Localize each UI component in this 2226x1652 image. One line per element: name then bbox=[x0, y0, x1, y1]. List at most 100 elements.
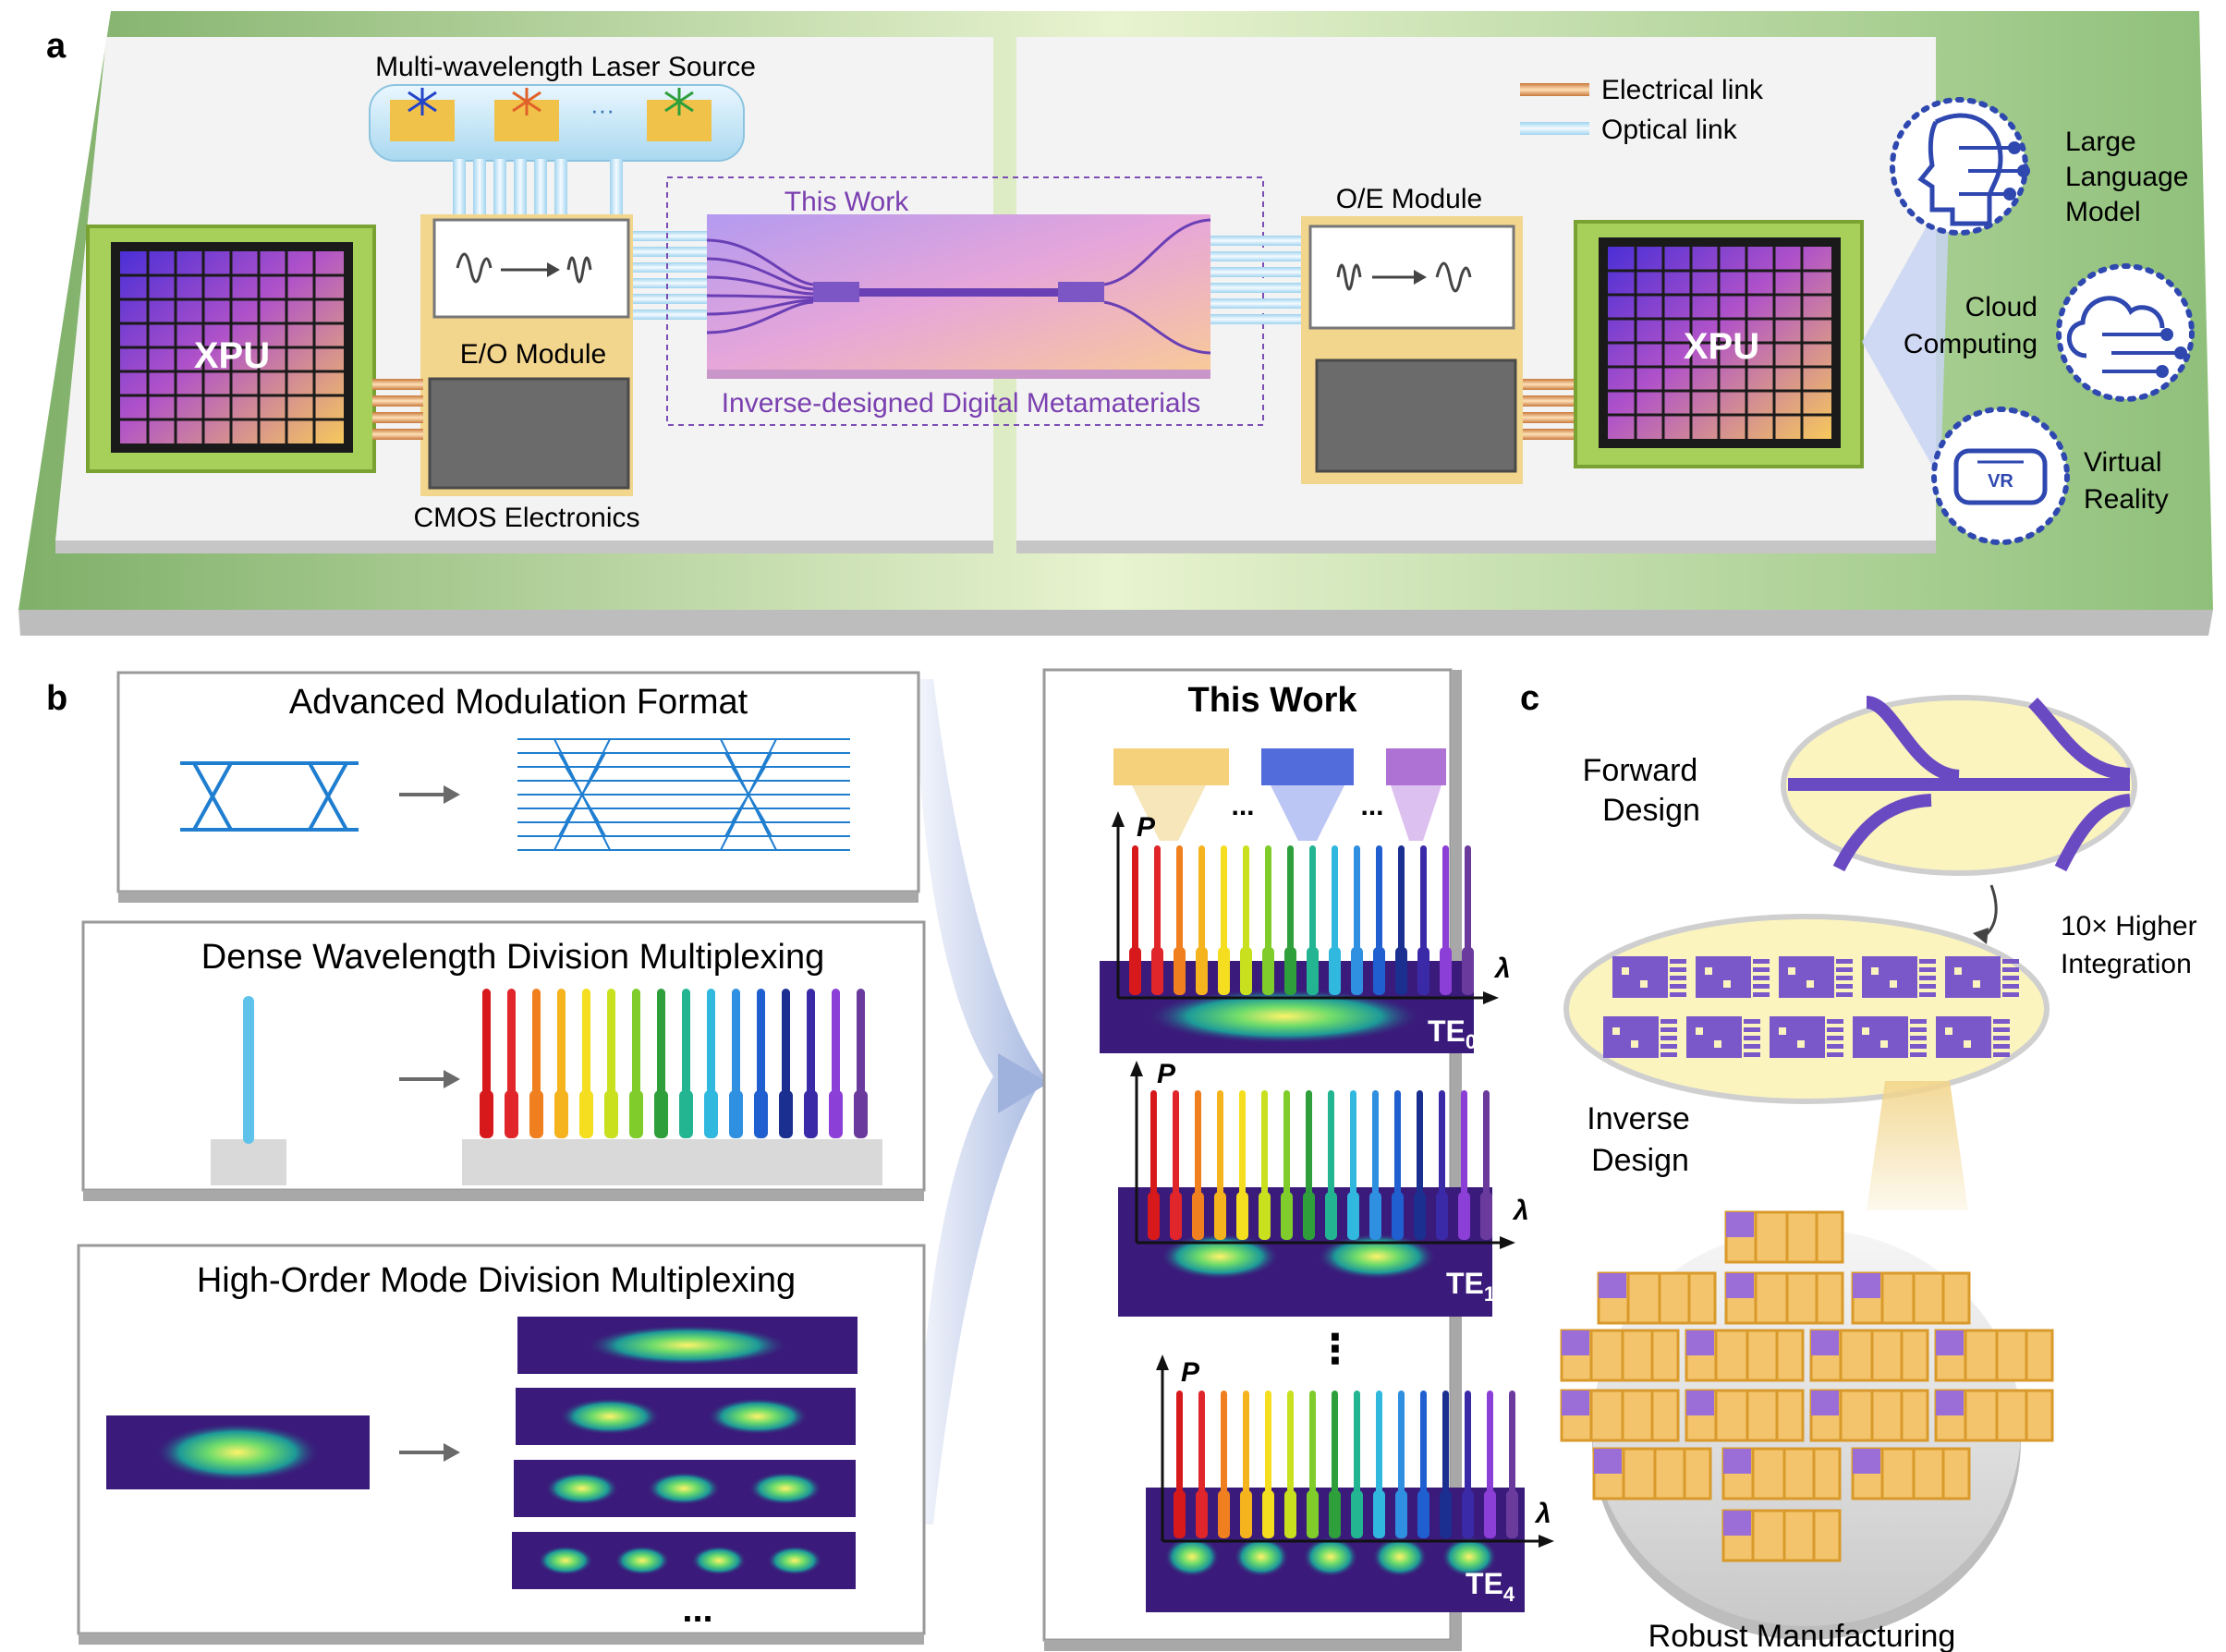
single-channel-base bbox=[211, 1139, 286, 1185]
spectrum-channel-base bbox=[1262, 1490, 1274, 1538]
spectrum-channel-base bbox=[1506, 1490, 1518, 1538]
laser-ellipsis: ··· bbox=[590, 96, 614, 124]
llm-label-2: Language bbox=[2065, 162, 2188, 192]
spectrum-channel-bar bbox=[1420, 1391, 1427, 1504]
wafer-die bbox=[1851, 1447, 1971, 1500]
eye-diagram-simple bbox=[180, 761, 359, 832]
spectrum-te1: P λ TE1 bbox=[1118, 1059, 1529, 1317]
dwdm-channel-base bbox=[679, 1090, 693, 1138]
spectrum-channel-base bbox=[1373, 947, 1385, 995]
spectrum-channel-base bbox=[1214, 1192, 1226, 1240]
spectrum-channel-bar bbox=[1173, 1090, 1179, 1206]
spectrum-channel-bar bbox=[1283, 1090, 1290, 1206]
spectrum-channel-bar bbox=[1439, 1090, 1445, 1206]
spectrum-channel-bar bbox=[1398, 1391, 1405, 1504]
laser-source-label: Multi-wavelength Laser Source bbox=[375, 52, 756, 82]
inverse-design-unit bbox=[1862, 956, 1936, 998]
oe-module-label: O/E Module bbox=[1336, 184, 1482, 214]
spectrum-channel-bar bbox=[1417, 1090, 1423, 1206]
spectrum-channel-bar bbox=[1176, 845, 1183, 961]
vr-headset-icon bbox=[1953, 448, 2048, 505]
spectrum-channel-bar bbox=[1261, 1090, 1268, 1206]
p-axis-label: P bbox=[1137, 812, 1156, 843]
wavelength-sources: ... ... bbox=[1113, 748, 1446, 841]
spectrum-channel-base bbox=[1347, 1192, 1359, 1240]
spectrum-channel-bar bbox=[1150, 1090, 1157, 1206]
dwdm-channel-base bbox=[579, 1090, 593, 1138]
spectrum-channel-bar bbox=[1195, 1090, 1201, 1206]
dwdm-channel-bars bbox=[480, 989, 868, 1138]
laser-fibers bbox=[453, 159, 623, 216]
inverse-design-unit bbox=[1936, 1016, 2010, 1058]
spectrum-channel-bar bbox=[1287, 1391, 1294, 1504]
spectrum-channel-base bbox=[1325, 1192, 1337, 1240]
modulation-card: Advanced Modulation Format bbox=[116, 671, 920, 903]
spectrum-channel-base bbox=[1351, 1490, 1363, 1538]
mdm-title: High-Order Mode Division Multiplexing bbox=[197, 1261, 796, 1300]
dwdm-channel-base bbox=[804, 1090, 818, 1138]
dwdm-channel-base bbox=[505, 1090, 518, 1138]
fundamental-mode bbox=[106, 1415, 370, 1489]
spectrum-channel-base bbox=[1351, 947, 1363, 995]
spectrum-channel-base bbox=[1236, 1192, 1248, 1240]
metamaterials-label: Inverse-designed Digital Metamaterials bbox=[722, 388, 1201, 419]
spectrum-channel-base bbox=[1170, 1192, 1182, 1240]
inverse-label-1: Inverse bbox=[1587, 1101, 1690, 1136]
platform-edge bbox=[18, 610, 2213, 636]
spectrum-channel-bar bbox=[1332, 845, 1338, 961]
p-axis-label: P bbox=[1157, 1059, 1176, 1089]
wafer-die bbox=[1597, 1271, 1717, 1325]
wafer-die bbox=[1851, 1271, 1971, 1325]
spectrum-channel-base bbox=[1240, 947, 1252, 995]
this-work-box bbox=[666, 176, 1264, 426]
forward-label-2: Design bbox=[1602, 793, 1700, 828]
wafer-die bbox=[1809, 1329, 1929, 1382]
spectrum-channel-bar bbox=[1487, 1391, 1493, 1504]
spectrum-channel-bar bbox=[1217, 1090, 1223, 1206]
spectrum-channel-bar bbox=[1176, 1391, 1183, 1504]
integration-label-1: 10× Higher bbox=[2061, 911, 2197, 941]
spectrum-channel-bar bbox=[1483, 1090, 1490, 1206]
inverse-design-pattern bbox=[1603, 956, 2019, 1058]
wafer-die bbox=[1560, 1329, 1680, 1382]
spectrum-channel-bar bbox=[1239, 1090, 1246, 1206]
inverse-design-unit bbox=[1686, 1016, 1760, 1058]
spectrum-channel-base bbox=[1307, 947, 1319, 995]
spectrum-channel-bar bbox=[1394, 1090, 1401, 1206]
dwdm-title: Dense Wavelength Division Multiplexing bbox=[201, 938, 824, 977]
spectrum-channel-bar bbox=[1221, 845, 1227, 961]
inverse-design-lens bbox=[1563, 914, 2050, 1104]
spectrum-channel-base bbox=[1151, 947, 1163, 995]
metamaterial-chip bbox=[706, 214, 1211, 379]
spectrum-channel-base bbox=[1462, 947, 1474, 995]
wafer-die bbox=[1934, 1389, 2054, 1442]
spectrum-te4: P λ TE4 bbox=[1146, 1354, 1554, 1612]
spectrum-channel-bar bbox=[1132, 845, 1138, 961]
spectrum-channel-bar bbox=[1398, 845, 1405, 961]
modulation-title: Advanced Modulation Format bbox=[289, 683, 748, 722]
xpu-right: XPU bbox=[1574, 220, 1864, 468]
spectrum-channel-bar bbox=[1328, 1090, 1334, 1206]
wafer-die bbox=[1934, 1329, 2054, 1382]
converging-arrow-head bbox=[998, 1053, 1049, 1113]
lambda-axis-label: λ bbox=[1493, 954, 1511, 984]
mdm-card: High-Order Mode Division Multiplexing bbox=[77, 1244, 926, 1645]
app-vr: VR Virtual Reality bbox=[1931, 407, 2169, 545]
wafer-die bbox=[1560, 1389, 1680, 1442]
spectrum-channel-bar bbox=[1465, 1391, 1471, 1504]
head-icon bbox=[1917, 113, 2003, 226]
spectrum-channel-base bbox=[1462, 1490, 1474, 1538]
source-dots-2: ... bbox=[1360, 791, 1383, 821]
app-cloud: Cloud Computing bbox=[1904, 263, 2195, 402]
wafer-dies bbox=[1560, 1210, 2054, 1562]
spectrum-channel-bar bbox=[1154, 845, 1161, 961]
wafer-die bbox=[1724, 1210, 1844, 1264]
spectrum-channel-bar bbox=[1198, 845, 1205, 961]
panel-b-letter: b bbox=[46, 679, 67, 718]
laser-source: ··· bbox=[369, 84, 745, 162]
spectrum-channel-bar bbox=[1465, 845, 1471, 961]
dwdm-channel-base bbox=[704, 1090, 718, 1138]
spectrum-channel-base bbox=[1373, 1490, 1385, 1538]
spectrum-channel-base bbox=[1196, 947, 1208, 995]
spectrum-channel-base bbox=[1303, 1192, 1315, 1240]
